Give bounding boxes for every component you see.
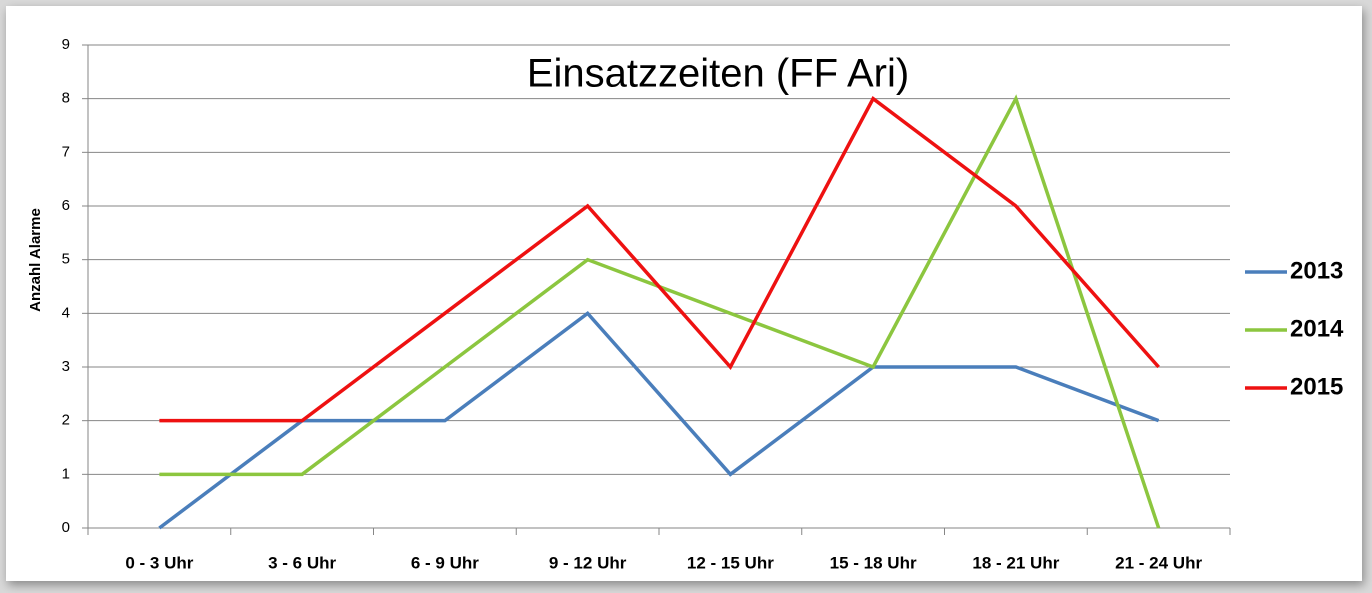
x-tick-label: 3 - 6 Uhr <box>268 553 336 572</box>
x-tick-label: 21 - 24 Uhr <box>1115 553 1202 572</box>
y-tick-label: 1 <box>62 465 70 482</box>
x-tick-label: 18 - 21 Uhr <box>972 553 1059 572</box>
series-line <box>158 310 1160 530</box>
y-tick-label: 9 <box>62 36 70 53</box>
x-tick-label: 9 - 12 Uhr <box>549 553 627 572</box>
series-line <box>159 96 1160 423</box>
x-tick-label: 0 - 3 Uhr <box>125 553 193 572</box>
y-tick-label: 8 <box>62 90 70 107</box>
x-tick-label: 15 - 18 Uhr <box>830 553 917 572</box>
y-tick-label: 3 <box>62 358 70 375</box>
y-axis-label: Anzahl Alarme <box>27 208 44 312</box>
y-tick-label: 4 <box>62 304 70 321</box>
x-tick-label: 6 - 9 Uhr <box>411 553 479 572</box>
legend-label: 2013 <box>1290 257 1343 284</box>
y-tick-label: 0 <box>62 519 70 536</box>
legend-label: 2014 <box>1290 315 1344 342</box>
chart-title: Einsatzzeiten (FF Ari) <box>527 52 909 96</box>
chart-area <box>6 6 1362 581</box>
legend-label: 2015 <box>1290 373 1343 400</box>
y-tick-label: 7 <box>62 143 70 160</box>
y-tick-label: 2 <box>62 412 70 429</box>
y-tick-label: 5 <box>62 251 70 268</box>
y-tick-label: 6 <box>62 197 70 214</box>
x-tick-label: 12 - 15 Uhr <box>687 553 774 572</box>
